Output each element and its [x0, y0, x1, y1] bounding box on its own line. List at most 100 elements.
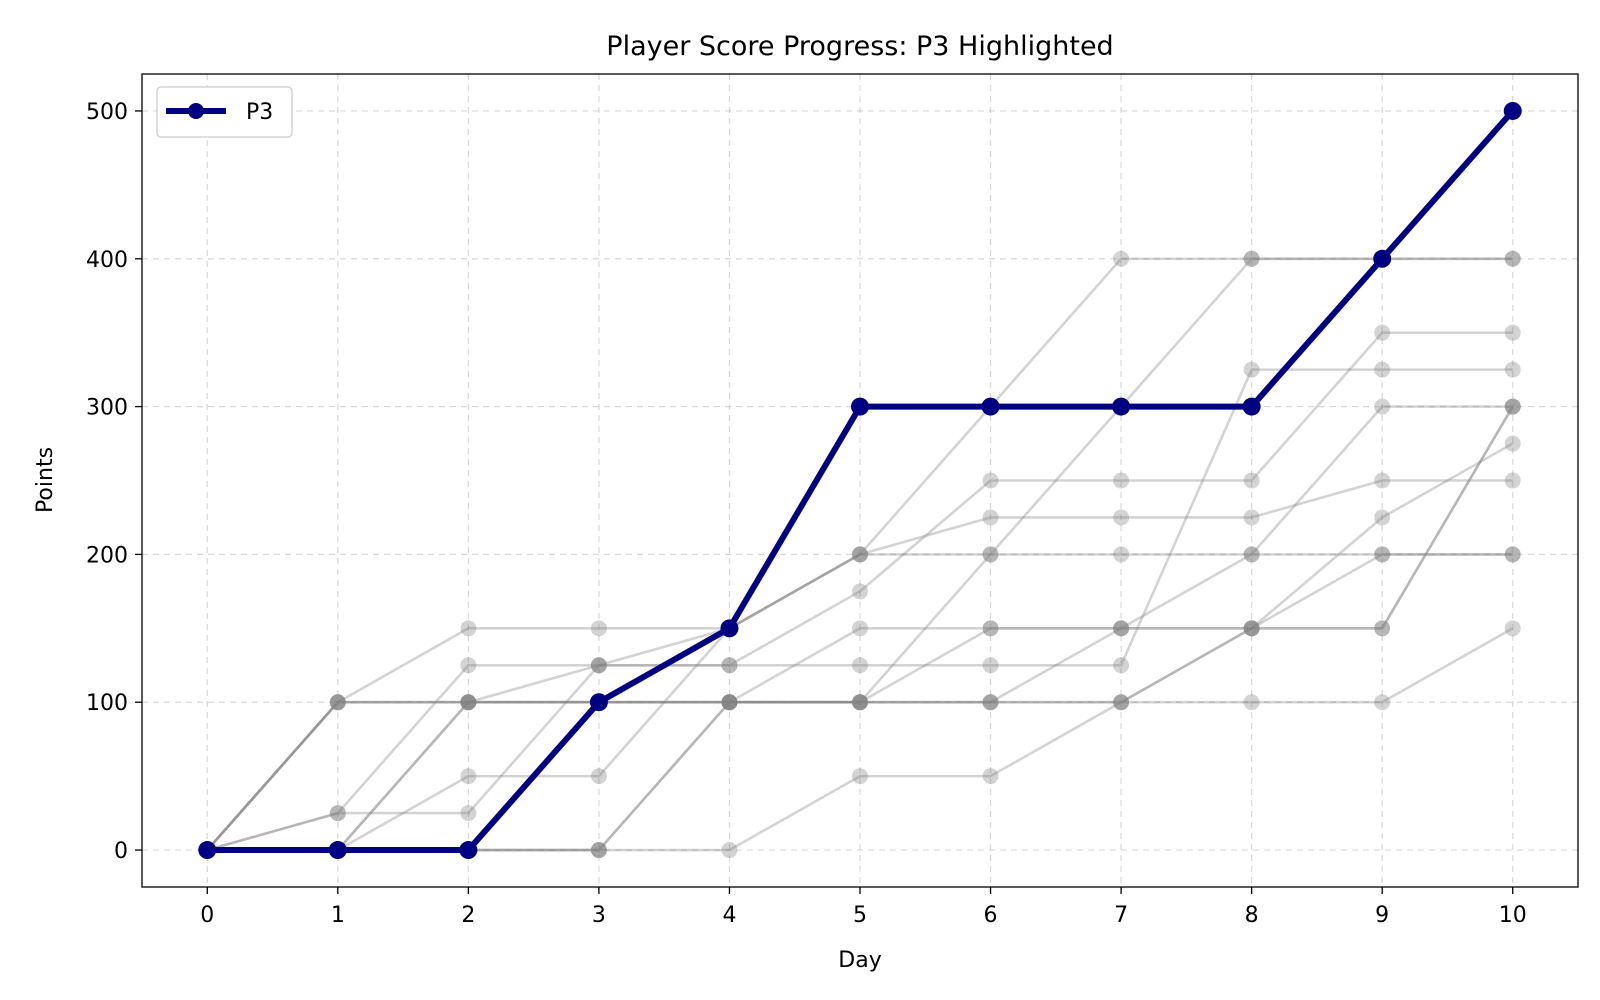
x-tick-label: 8 [1245, 903, 1259, 928]
x-tick-label: 2 [461, 903, 475, 928]
background-series-point [852, 694, 868, 711]
background-series-point [1504, 546, 1521, 563]
x-tick-label: 1 [331, 903, 345, 928]
background-series-point [1243, 509, 1260, 526]
y-axis-label: Points [33, 447, 58, 513]
background-series-point [1113, 620, 1130, 637]
background-series-point [1243, 361, 1260, 378]
background-series-line [207, 479, 1513, 852]
background-series-point [590, 620, 607, 637]
background-series-point [721, 694, 738, 711]
background-series-point [460, 694, 477, 711]
background-series-point [1113, 620, 1130, 637]
background-series-point [982, 694, 999, 711]
background-series-point [721, 657, 738, 674]
p3-series-point [328, 841, 347, 860]
background-series-point [329, 805, 346, 822]
background-series-point [982, 694, 999, 711]
x-tick-label: 7 [1114, 903, 1128, 928]
p3-series-point [1242, 397, 1261, 416]
background-series-point [1243, 620, 1260, 637]
background-series-point [1504, 361, 1521, 378]
y-tick-label: 0 [114, 839, 128, 864]
p3-series-point [851, 397, 869, 416]
background-series-line [206, 405, 1514, 851]
legend-marker-p3 [188, 103, 204, 119]
background-series-point [1113, 250, 1130, 267]
background-series-point [1374, 620, 1391, 637]
background-series-line [207, 405, 1513, 852]
x-tick-label: 5 [853, 903, 867, 928]
background-series-point [1113, 694, 1130, 711]
background-series-point [721, 694, 738, 711]
background-series-point [1374, 694, 1391, 711]
y-tick-label: 400 [86, 248, 128, 273]
background-series-point [460, 694, 477, 711]
background-series-point [1504, 472, 1521, 489]
x-axis-label: Day [838, 948, 881, 973]
background-series-point [721, 694, 738, 711]
background-series-point [852, 694, 868, 711]
background-series-point [852, 546, 868, 563]
background-series-point [1243, 472, 1260, 489]
x-tick-label: 3 [592, 903, 606, 928]
background-series-point [1374, 546, 1391, 563]
y-tick-label: 300 [86, 396, 128, 421]
p3-series-point [981, 397, 1000, 416]
background-series-point [460, 768, 477, 785]
background-series-point [1113, 509, 1130, 526]
background-series-point [460, 694, 477, 711]
background-series-point [1243, 546, 1260, 563]
background-series-point [721, 842, 738, 859]
background-series-point [329, 694, 346, 711]
background-series-point [852, 657, 868, 674]
background-series-point [982, 657, 999, 674]
background-series-point [982, 472, 999, 489]
p3-series-point [198, 841, 217, 860]
y-tick-label: 500 [86, 100, 128, 125]
background-series-point [1243, 620, 1260, 637]
background-series-point [1374, 398, 1391, 415]
p3-series-point [1503, 101, 1522, 120]
background-series-point [1243, 546, 1260, 563]
grid [142, 74, 1578, 887]
background-series-point [1243, 250, 1260, 267]
background-series-point [329, 694, 346, 711]
y-tick-label: 100 [86, 691, 128, 716]
x-tick-label: 0 [200, 903, 214, 928]
background-series-point [1113, 694, 1130, 711]
background-series-point [1113, 657, 1130, 674]
highlight-series-layer [198, 101, 1522, 860]
background-series-point [1374, 361, 1391, 378]
background-series-point [1374, 620, 1391, 637]
background-series-point [982, 620, 999, 637]
background-series-line [206, 553, 1513, 852]
background-series-point [1374, 324, 1391, 341]
legend-label-p3: P3 [246, 100, 273, 125]
background-series-point [590, 842, 607, 859]
background-series-point [460, 657, 477, 674]
background-series-point [852, 620, 868, 637]
background-series-point [460, 694, 477, 711]
background-series-point [590, 657, 607, 674]
background-series-point [590, 657, 607, 674]
background-series-point [1243, 620, 1260, 637]
p3-series-point [720, 619, 739, 638]
background-series-point [1113, 546, 1130, 563]
background-series-point [1243, 620, 1260, 637]
background-series-point [1504, 620, 1521, 637]
background-series-line [206, 257, 1513, 851]
background-series-line [207, 257, 1513, 852]
p3-series-point [459, 841, 478, 860]
legend: P3 [156, 86, 293, 138]
background-series-point [1243, 694, 1260, 711]
background-series-point [1243, 250, 1260, 267]
background-series-point [590, 657, 607, 674]
background-series-point [852, 546, 868, 563]
p3-series-point [1112, 397, 1131, 416]
background-series-point [1504, 398, 1521, 415]
background-series-point [982, 546, 999, 563]
x-tick-label: 4 [722, 903, 736, 928]
